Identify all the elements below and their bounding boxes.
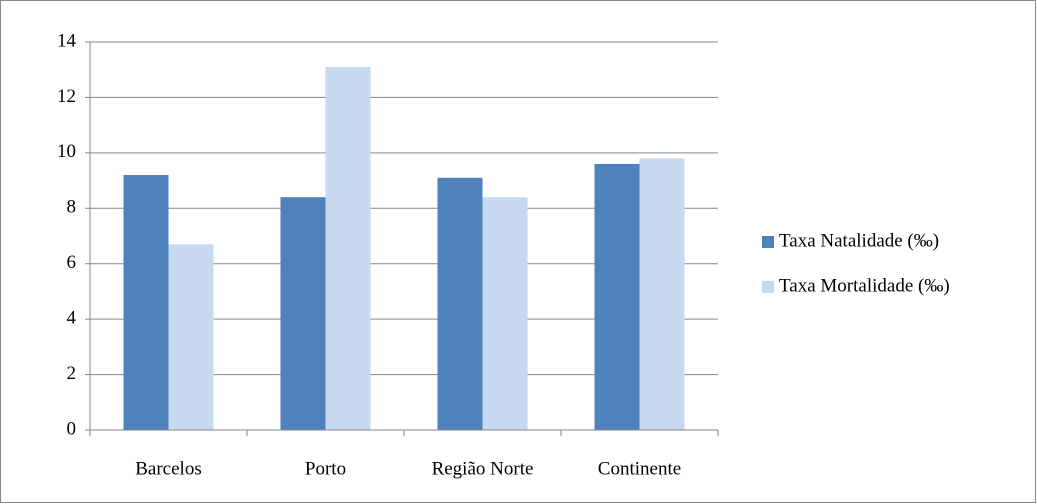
y-tick-label: 2 — [67, 363, 77, 384]
x-tick-label: Barcelos — [135, 458, 201, 479]
y-tick-label: 0 — [67, 418, 77, 439]
y-tick-label: 10 — [57, 141, 76, 162]
bar — [168, 244, 214, 430]
bar — [594, 163, 640, 430]
legend-label: Taxa Mortalidade (‰) — [779, 275, 950, 296]
y-tick-label: 8 — [67, 197, 77, 218]
x-tick-label: Porto — [305, 458, 346, 479]
legend-label: Taxa Natalidade (‰) — [779, 230, 939, 251]
x-tick-label: Região Norte — [432, 458, 534, 479]
y-tick-label: 4 — [67, 308, 77, 329]
y-tick-label: 12 — [57, 86, 76, 107]
bar — [280, 197, 326, 430]
bar — [482, 197, 528, 430]
legend-swatch — [762, 281, 774, 293]
legend-swatch — [762, 236, 774, 248]
x-tick-label: Continente — [598, 458, 681, 479]
bar — [437, 177, 483, 430]
y-tick-label: 14 — [57, 30, 77, 51]
bar — [325, 66, 371, 430]
y-tick-label: 6 — [67, 252, 77, 273]
bar — [123, 175, 169, 430]
bar — [639, 158, 685, 430]
